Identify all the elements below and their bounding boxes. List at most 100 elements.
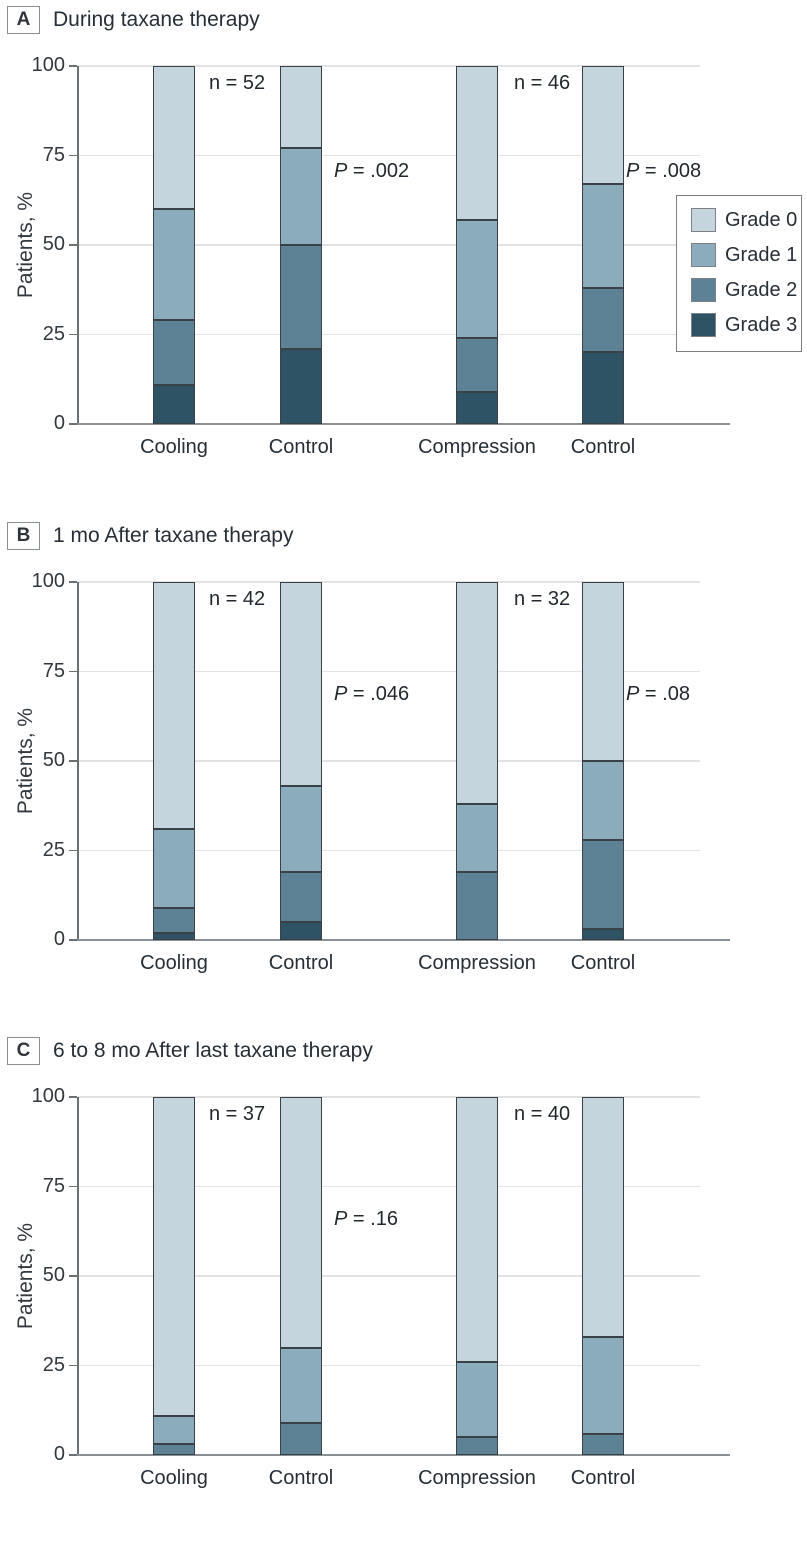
y-tick-label: 100 [31, 54, 65, 76]
bar-segment-grade-3 [153, 384, 195, 424]
bar-segment-grade-0 [582, 1097, 624, 1337]
legend-swatch-grade-0 [691, 208, 716, 232]
panel-c-header: C 6 to 8 mo After last taxane therapy [7, 1037, 373, 1065]
bar-segment-grade-2 [456, 338, 498, 392]
bar-segment-grade-0 [280, 66, 322, 149]
bar-segment-grade-3 [153, 932, 195, 940]
x-category-label: Cooling [140, 1467, 208, 1489]
bar-segment-grade-1 [153, 1415, 195, 1445]
y-tick-label: 75 [42, 1174, 65, 1197]
x-category-label: Cooling [140, 952, 208, 974]
x-category-label: Control [570, 952, 636, 974]
bar-segment-grade-2 [456, 1437, 498, 1455]
bar-segment-grade-1 [582, 761, 624, 840]
y-tick-label: 50 [42, 233, 65, 255]
y-tick-label: 0 [53, 928, 65, 950]
bar-segment-grade-3 [280, 922, 322, 940]
y-tick-mark [69, 1454, 77, 1456]
y-tick-label: 50 [42, 749, 65, 771]
bar-segment-grade-2 [153, 907, 195, 933]
y-tick-mark [69, 333, 77, 336]
n-label: n = 37 [209, 1103, 266, 1125]
bar-segment-grade-0 [280, 1097, 322, 1348]
y-gridline [78, 65, 700, 67]
panel-title: 1 mo After taxane therapy [53, 524, 294, 547]
bar-segment-grade-0 [280, 582, 322, 787]
bar-segment-grade-0 [153, 1097, 195, 1416]
y-tick-label: 0 [53, 1443, 65, 1465]
bar-segment-grade-1 [582, 184, 624, 288]
panel-letter: A [16, 9, 31, 30]
bar-segment-grade-2 [280, 871, 322, 923]
y-tick-mark [69, 849, 77, 852]
bar-segment-grade-0 [456, 582, 498, 804]
y-tick-mark [69, 1096, 77, 1098]
bar-segment-grade-1 [582, 1336, 624, 1434]
p-value-label: P = .002 [334, 160, 410, 182]
bar-segment-grade-1 [456, 219, 498, 339]
y-tick-label: 75 [42, 143, 65, 166]
p-value-label: P = .08 [626, 683, 690, 705]
y-tick-label: 100 [31, 1085, 65, 1107]
y-gridline [78, 1096, 700, 1098]
y-tick-label: 25 [42, 322, 65, 345]
bar-segment-grade-2 [582, 287, 624, 353]
y-tick-mark [69, 244, 77, 246]
bar-segment-grade-0 [582, 582, 624, 761]
p-value-label: P = .046 [334, 683, 410, 705]
y-tick-mark [69, 670, 77, 673]
y-tick-label: 0 [53, 412, 65, 434]
bar-segment-grade-1 [280, 148, 322, 245]
legend-swatch-grade-2 [691, 278, 716, 302]
y-gridline [78, 333, 700, 336]
x-category-label: Control [268, 1467, 334, 1489]
legend-label: Grade 2 [725, 278, 798, 301]
x-axis-line [77, 423, 730, 425]
legend: Grade 0 Grade 1 Grade 2 Grade 3 [676, 195, 802, 352]
y-tick-mark [69, 154, 77, 157]
bar-segment-grade-0 [456, 1097, 498, 1362]
y-gridline [78, 244, 700, 246]
y-tick-mark [69, 1185, 77, 1188]
bar-segment-grade-2 [280, 245, 322, 349]
legend-item: Grade 1 [691, 242, 797, 268]
x-category-label: Compression [418, 952, 536, 974]
y-gridline [78, 1185, 700, 1188]
panel-c: C 6 to 8 mo After last taxane therapy 0 2… [0, 1031, 807, 1543]
bar-segment-grade-1 [153, 829, 195, 908]
p-value-label: P = .16 [334, 1208, 398, 1230]
bar-segment-grade-2 [153, 320, 195, 385]
y-tick-label: 25 [42, 838, 65, 861]
x-axis-line [77, 939, 730, 941]
y-gridline [78, 849, 700, 852]
y-tick-mark [69, 65, 77, 67]
y-gridline [78, 1275, 700, 1277]
bar-segment-grade-3 [582, 352, 624, 424]
panel-title: During taxane therapy [53, 8, 260, 31]
bar-segment-grade-2 [582, 1433, 624, 1455]
legend-item: Grade 0 [691, 207, 797, 233]
x-axis-line [77, 1454, 730, 1456]
bar-segment-grade-1 [280, 1347, 322, 1423]
y-axis-line [77, 582, 79, 940]
y-tick-mark [69, 1275, 77, 1277]
panel-letter-box: A [7, 6, 40, 34]
x-category-label: Compression [418, 1467, 536, 1489]
y-axis-line [77, 66, 79, 424]
x-category-label: Cooling [140, 436, 208, 458]
y-axis-title: Patients, % [14, 191, 37, 299]
y-tick-mark [69, 581, 77, 583]
y-tick-mark [69, 423, 77, 425]
x-category-label: Control [268, 436, 334, 458]
panel-letter: C [16, 1040, 31, 1061]
bar-segment-grade-2 [280, 1422, 322, 1455]
legend-label: Grade 3 [725, 313, 798, 336]
y-axis-title: Patients, % [14, 1222, 37, 1330]
y-gridline [78, 760, 700, 762]
legend-swatch-grade-1 [691, 243, 716, 267]
n-label: n = 40 [514, 1103, 571, 1125]
y-tick-label: 100 [31, 570, 65, 592]
panel-letter-box: C [7, 1037, 40, 1065]
panel-a: A During taxane therapy 0 25 50 75 100 Patien… [0, 0, 807, 512]
